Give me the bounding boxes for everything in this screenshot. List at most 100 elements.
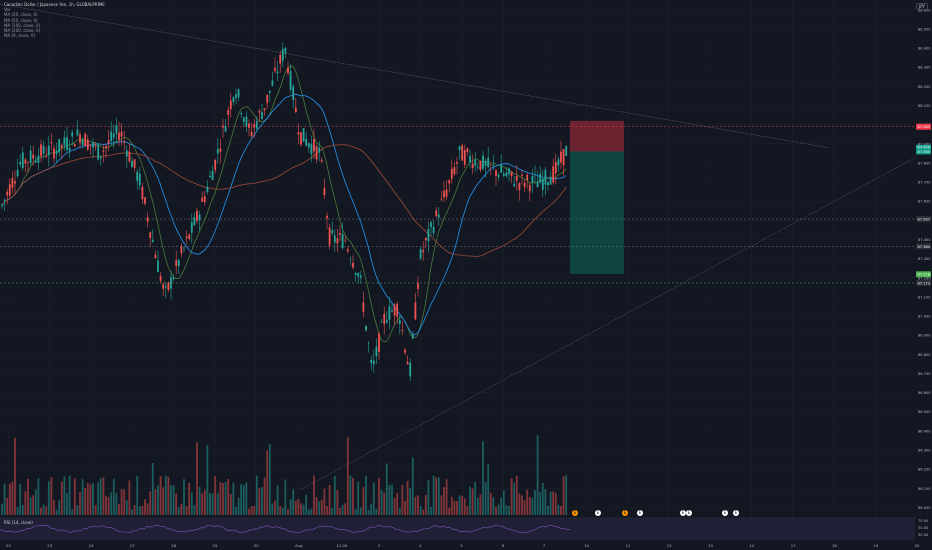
- volume-bar: [219, 482, 222, 515]
- candle-body: [482, 155, 484, 169]
- volume-bar: [315, 497, 318, 515]
- indicator-vol[interactable]: Vol: [4, 7, 10, 13]
- price-tag-text: 87.860: [918, 150, 931, 154]
- volume-bar: [497, 504, 500, 515]
- event-marker-icon[interactable]: E: [572, 510, 578, 516]
- volume-bar: [131, 509, 133, 515]
- volume-bar: [177, 507, 180, 515]
- event-marker-icon[interactable]: E: [722, 510, 728, 516]
- volume-bar: [476, 497, 479, 515]
- volume-bar: [383, 492, 386, 515]
- candle-body: [136, 171, 139, 181]
- volume-bar: [159, 476, 162, 515]
- volume-bar: [487, 464, 490, 515]
- volume-bar: [534, 490, 536, 515]
- candle-body: [76, 129, 79, 136]
- volume-bar: [424, 494, 427, 515]
- candle-body: [552, 166, 555, 183]
- volume-bar: [432, 475, 435, 515]
- volume-bar: [66, 493, 68, 515]
- volume-bar: [206, 445, 209, 515]
- rsi-legend[interactable]: RSI (14, close): [4, 520, 33, 525]
- candle-body: [474, 159, 477, 166]
- event-marker-icon[interactable]: E: [637, 510, 643, 516]
- volume-bar: [79, 492, 81, 515]
- volume-bar: [261, 487, 263, 515]
- volume-bar: [307, 509, 310, 515]
- volume-bar: [81, 479, 84, 515]
- candle-body: [177, 260, 180, 266]
- volume-bar: [435, 477, 438, 515]
- volume-bar: [362, 486, 365, 515]
- volume-bar: [552, 491, 555, 515]
- event-marker-icon[interactable]: E: [686, 510, 692, 516]
- indicator-ma50[interactable]: MA (50, close, 0): [4, 17, 38, 23]
- price-tick-label: 87.600: [918, 200, 931, 204]
- take-profit-zone: [570, 151, 624, 274]
- time-tick-label: 11:00: [336, 543, 348, 548]
- volume-bar: [71, 509, 74, 515]
- candle-body: [141, 186, 144, 200]
- candle-body: [214, 159, 217, 170]
- price-tick-label: 87.400: [918, 238, 931, 242]
- event-marker-icon[interactable]: E: [622, 510, 628, 516]
- short-position-tool[interactable]: [570, 120, 624, 274]
- volume-bar: [118, 504, 120, 515]
- event-marker-icon[interactable]: E: [680, 510, 686, 516]
- candle-body: [131, 160, 133, 168]
- candle-body: [383, 314, 386, 324]
- volume-bar: [162, 487, 165, 515]
- volume-bar: [63, 476, 66, 515]
- rsi-tick-label: 50.00: [918, 526, 929, 530]
- candle-body: [510, 171, 513, 177]
- candle-body: [258, 110, 261, 113]
- candle-body: [14, 181, 16, 184]
- event-marker-icon[interactable]: E: [733, 510, 739, 516]
- chart-legend: Canadian Dollar / Japanese Yen, 1h, GLOB…: [4, 2, 105, 38]
- volume-bar: [209, 493, 211, 515]
- volume-bar: [99, 478, 102, 515]
- volume-bar: [146, 503, 149, 515]
- indicator-ma9[interactable]: MA (9, close, 0): [4, 33, 36, 39]
- indicator-ma100[interactable]: MA (100, close, 0): [4, 22, 41, 28]
- candle-body: [388, 306, 391, 321]
- volume-bar: [245, 482, 248, 515]
- volume-bar: [466, 505, 469, 515]
- candle-body: [484, 161, 487, 167]
- candle-body: [146, 217, 149, 222]
- volume-bar: [289, 499, 292, 515]
- volume-bar: [536, 435, 539, 515]
- volume-bar: [320, 499, 323, 515]
- candle-body: [55, 150, 58, 155]
- volume-bar: [385, 463, 388, 515]
- indicator-ma20[interactable]: MA (20, close, 0): [4, 12, 38, 18]
- volume-bar: [185, 506, 188, 515]
- event-marker-icon[interactable]: E: [595, 510, 601, 516]
- candle-body: [518, 183, 521, 191]
- indicator-ma200[interactable]: MA (200, close, 0): [4, 28, 41, 34]
- ma-100-line: [1, 144, 567, 257]
- candle-body: [216, 148, 219, 154]
- currency-badge[interactable]: JPY: [916, 3, 928, 10]
- volume-bar: [1, 504, 3, 515]
- time-tick-label: 13: [708, 543, 713, 548]
- candle-body: [323, 187, 326, 196]
- candle-body: [375, 346, 378, 357]
- volume-bar: [190, 492, 193, 515]
- volume-bar: [110, 492, 113, 515]
- volume-bar: [300, 503, 302, 515]
- volume-bar: [492, 497, 495, 515]
- candle-body: [284, 47, 287, 54]
- candle-body: [154, 254, 157, 259]
- time-tick-label: 17: [791, 543, 796, 548]
- candle-body: [300, 132, 302, 145]
- candle-body: [175, 260, 178, 267]
- volume-bar: [203, 489, 206, 515]
- symbol-title[interactable]: Canadian Dollar / Japanese Yen, 1h, GLOB…: [4, 2, 105, 7]
- volume-bar: [305, 494, 308, 515]
- volume-bar: [526, 489, 529, 515]
- volume-bar: [115, 493, 118, 515]
- volume-bar: [380, 489, 383, 515]
